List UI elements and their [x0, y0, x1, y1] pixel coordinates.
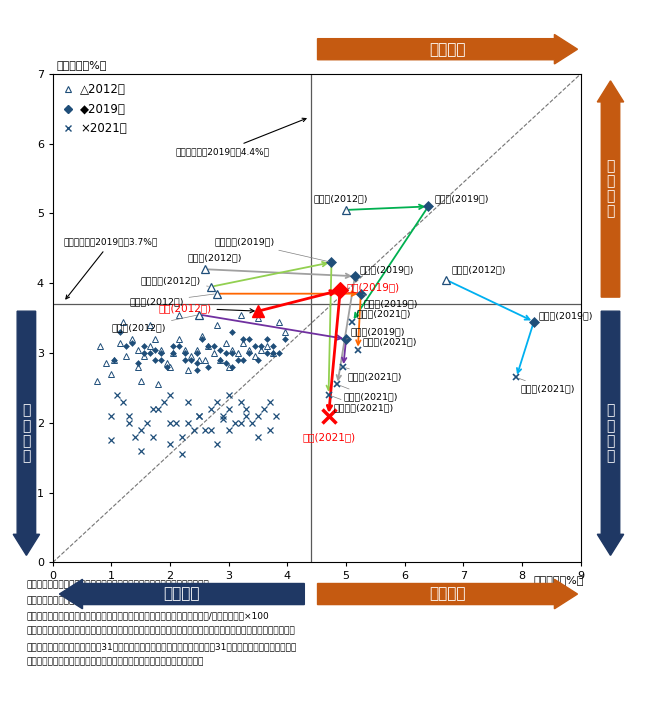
Text: 福岡県(2019年): 福岡県(2019年)	[346, 327, 405, 339]
Text: 低
廃
業
率: 低 廃 業 率	[22, 404, 30, 463]
Text: ３．会社廃業率＝（前年の会社数＋設立登記数－当該年の会社数）/前年の会社数×100: ３．会社廃業率＝（前年の会社数＋設立登記数－当該年の会社数）/前年の会社数×10…	[26, 611, 269, 620]
Text: 低
廃
業
率: 低 廃 業 率	[607, 404, 614, 463]
Text: 高開業率: 高開業率	[429, 41, 466, 57]
Text: 千葉県(2012年): 千葉県(2012年)	[187, 253, 242, 267]
Text: 大阪府(2012年): 大阪府(2012年)	[129, 294, 214, 306]
Text: 東京都(2021年): 東京都(2021年)	[356, 310, 411, 318]
Text: （廃業率、%）: （廃業率、%）	[56, 60, 106, 70]
Text: 東京都(2012年): 東京都(2012年)	[314, 195, 368, 210]
Text: 福岡県(2012年): 福岡県(2012年)	[112, 315, 197, 332]
Text: 神奈川県(2019年): 神奈川県(2019年)	[214, 238, 329, 262]
Text: 高開業率: 高開業率	[429, 586, 466, 602]
Text: 高
廃
業
率: 高 廃 業 率	[607, 160, 614, 219]
Text: （開業率、%）: （開業率、%）	[534, 575, 584, 585]
Legend: △2012年, ◆2019年, ×2021年: △2012年, ◆2019年, ×2021年	[59, 79, 130, 138]
Text: 全国(2012年): 全国(2012年)	[158, 303, 254, 313]
Text: 大阪府(2019年): 大阪府(2019年)	[364, 295, 418, 308]
Text: 全国(2021年): 全国(2021年)	[302, 432, 355, 442]
Text: 全国開業率（2019年：4.4%）: 全国開業率（2019年：4.4%）	[176, 118, 306, 156]
Text: 千葉県(2021年): 千葉県(2021年)	[340, 385, 398, 402]
Text: 沖縄県(2021年): 沖縄県(2021年)	[519, 378, 576, 394]
Text: 福岡県(2021年): 福岡県(2021年)	[346, 368, 403, 382]
Text: ４．設立登記数は、各暦年中の株式会社、合資会社、合名会社、合同会社の合計。会社数は、その年４: ４．設立登記数は、各暦年中の株式会社、合資会社、合名会社、合同会社の合計。会社数…	[26, 626, 295, 636]
Text: 通法人（特定目的会社、企業組合、医療法人を除く）を示す。: 通法人（特定目的会社、企業組合、医療法人を除く）を示す。	[26, 657, 204, 666]
Text: 沖縄県(2012年): 沖縄県(2012年)	[451, 266, 506, 275]
Text: （備考）１．法務省「登記統計」、国税庁「国税庁統計年報」により作成。: （備考）１．法務省「登記統計」、国税庁「国税庁統計年報」により作成。	[26, 580, 209, 589]
Text: 全国(2019年): 全国(2019年)	[346, 282, 399, 292]
Text: 大阪府(2021年): 大阪府(2021年)	[358, 337, 417, 349]
Text: 神奈川県(2021年): 神奈川県(2021年)	[331, 396, 393, 412]
Text: 全国廃業率（2019年：3.7%）: 全国廃業率（2019年：3.7%）	[63, 238, 158, 299]
Text: 沖縄県(2019年): 沖縄県(2019年)	[539, 311, 593, 320]
Text: 月１日から翌年３月31日までの間に事業年度が終了し、翌年７月31日までに確定申告のあった普: 月１日から翌年３月31日までの間に事業年度が終了し、翌年７月31日までに確定申告…	[26, 642, 296, 651]
Text: 低開業率: 低開業率	[164, 586, 200, 602]
Text: 千葉県(2019年): 千葉県(2019年)	[360, 266, 414, 275]
Text: 神奈川県(2012年): 神奈川県(2012年)	[141, 276, 209, 286]
Text: ２．会社開業率＝設立登記数/前年の会社数×100: ２．会社開業率＝設立登記数/前年の会社数×100	[26, 595, 178, 605]
Text: 東京都(2019年): 東京都(2019年)	[434, 195, 488, 204]
